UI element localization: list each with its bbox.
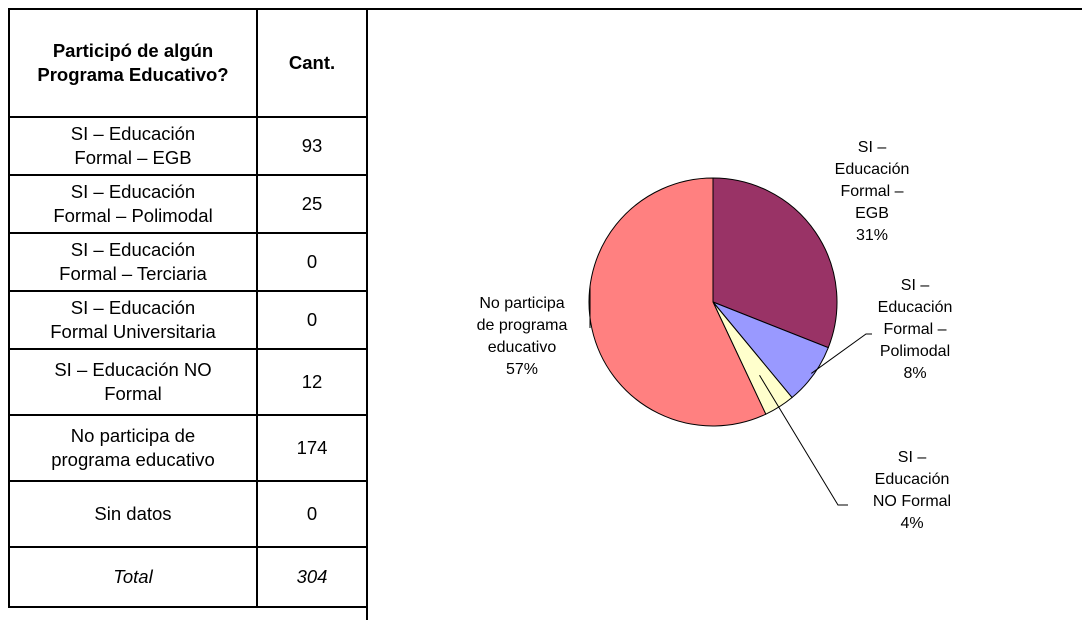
row-label-line: Formal – EGB <box>74 147 192 168</box>
slice-label: Educación <box>878 299 953 316</box>
slice-label: SI – <box>858 139 887 156</box>
slice-label: Polimodal <box>880 343 950 360</box>
header-count: Cant. <box>256 8 368 118</box>
row-label-line: Formal – Terciaria <box>59 263 207 284</box>
slice-label: SI – <box>901 277 930 294</box>
total-value: 304 <box>256 546 368 608</box>
row-label-line: SI – Educación <box>70 239 196 260</box>
table-row: SI – Educación Formal – Terciaria 0 <box>8 232 368 292</box>
data-table: Participó de algún Programa Educativo? C… <box>8 8 368 608</box>
row-label: Sin datos <box>8 480 258 548</box>
row-value: 0 <box>256 232 368 292</box>
slice-label: 31% <box>856 227 888 244</box>
leader-line <box>759 375 848 506</box>
slice-label: 4% <box>900 515 923 532</box>
row-label-line: Formal <box>104 383 162 404</box>
row-label-line: No participa de <box>70 425 196 446</box>
row-label-line: Sin datos <box>94 503 172 524</box>
slice-label: No participa <box>479 295 564 312</box>
total-label: Total <box>8 546 258 608</box>
table-row: Sin datos 0 <box>8 480 368 548</box>
pie-slice <box>712 177 838 349</box>
row-label: No participa de programa educativo <box>8 414 258 482</box>
row-label: SI – Educación NO Formal <box>8 348 258 416</box>
row-value: 0 <box>256 480 368 548</box>
table-row: SI – Educación Formal – EGB 93 <box>8 116 368 176</box>
slice-label: de programa <box>477 317 568 334</box>
separator-line <box>366 8 368 620</box>
row-label-line: Formal Universitaria <box>50 321 216 342</box>
slice-label: SI – <box>898 449 927 466</box>
total-row: Total 304 <box>8 546 368 608</box>
row-label: SI – Educación Formal Universitaria <box>8 290 258 350</box>
table-row: No participa de programa educativo 174 <box>8 414 368 482</box>
slice-label: Educación <box>835 161 910 178</box>
table-row: SI – Educación Formal – Polimodal 25 <box>8 174 368 234</box>
row-label-line: SI – Educación <box>70 123 196 144</box>
row-label-line: Formal – Polimodal <box>53 205 213 226</box>
row-label: SI – Educación Formal – Polimodal <box>8 174 258 234</box>
row-label-line: programa educativo <box>51 449 215 470</box>
separator-line <box>366 8 1082 10</box>
row-label-line: SI – Educación <box>70 297 196 318</box>
header-question: Participó de algún Programa Educativo? <box>8 8 258 118</box>
slice-label: Educación <box>875 471 950 488</box>
slice-label: EGB <box>855 205 889 222</box>
table-row: SI – Educación Formal Universitaria 0 <box>8 290 368 350</box>
row-value: 0 <box>256 290 368 350</box>
row-label: SI – Educación Formal – Terciaria <box>8 232 258 292</box>
row-value: 25 <box>256 174 368 234</box>
leader-line <box>811 333 872 374</box>
slice-label: Formal – <box>883 321 946 338</box>
row-label-line: SI – Educación NO <box>54 359 212 380</box>
pie-slice <box>588 177 767 427</box>
table-header-row: Participó de algún Programa Educativo? C… <box>8 8 368 118</box>
slice-label: NO Formal <box>873 493 951 510</box>
row-value: 12 <box>256 348 368 416</box>
slice-label: Formal – <box>840 183 903 200</box>
row-label-line: SI – Educación <box>70 181 196 202</box>
slice-label: educativo <box>488 339 557 356</box>
slice-label: 57% <box>506 361 538 378</box>
slice-label: 8% <box>903 365 926 382</box>
row-label: SI – Educación Formal – EGB <box>8 116 258 176</box>
table-row: SI – Educación NO Formal 12 <box>8 348 368 416</box>
